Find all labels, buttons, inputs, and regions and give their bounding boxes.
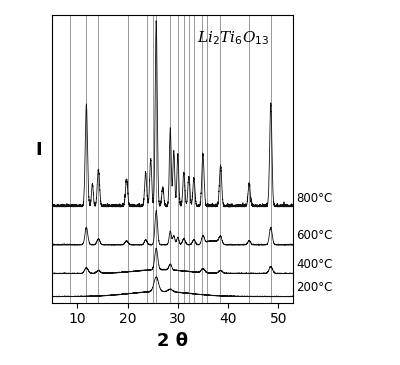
Text: Li$_2$Ti$_6$O$_{13}$: Li$_2$Ti$_6$O$_{13}$ — [197, 30, 269, 47]
Text: 200°C: 200°C — [296, 281, 332, 294]
X-axis label: 2 θ: 2 θ — [157, 332, 188, 350]
Text: 400°C: 400°C — [296, 258, 332, 271]
Text: 800°C: 800°C — [296, 192, 332, 205]
Y-axis label: I: I — [35, 141, 42, 159]
Text: 600°C: 600°C — [296, 229, 332, 242]
